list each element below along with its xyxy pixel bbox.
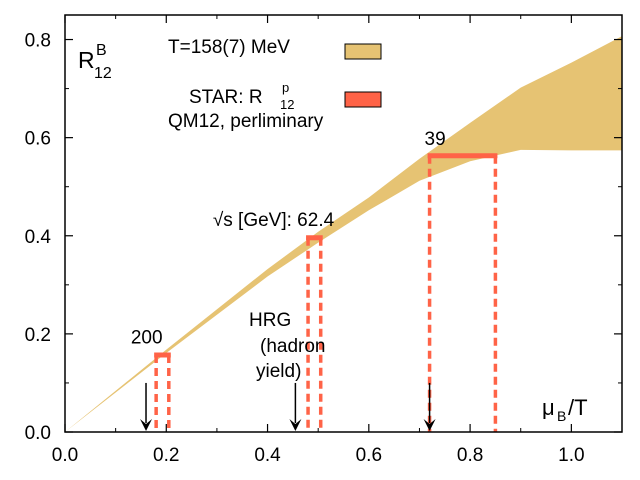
x-axis-label-tail: /T: [568, 395, 588, 420]
x-axis-ticks: 0.0 0.2 0.4 0.6 0.8 1.0: [52, 15, 623, 466]
x-axis-label-main: μ: [542, 395, 555, 420]
arrow-head: [423, 419, 436, 431]
star-label-39: 39: [425, 129, 446, 150]
legend-label-band: T=158(7) MeV: [168, 37, 290, 58]
star-label-62.4: √s [GeV]: 62.4: [213, 210, 335, 231]
x-tick-label: 1.0: [558, 445, 584, 466]
hrg-label-line1: HRG: [249, 310, 291, 331]
hrg-arrows: [140, 382, 436, 431]
y-tick-label: 0.0: [25, 423, 51, 444]
y-tick-label: 0.4: [25, 227, 52, 248]
legend-label-star-sub: 12: [280, 97, 294, 112]
x-axis-label-sub: B: [557, 408, 566, 424]
hrg-label-line2: (hadron: [260, 336, 326, 357]
x-tick-label: 0.8: [457, 445, 483, 466]
y-axis-ticks: 0.0 0.2 0.4 0.6 0.8: [25, 31, 622, 444]
y-axis-label-sub: 12: [94, 65, 112, 82]
x-tick-label: 0.2: [153, 445, 179, 466]
legend-swatch-star: [344, 91, 382, 108]
x-tick-label: 0.6: [356, 445, 382, 466]
y-axis-label-main: R: [78, 47, 95, 73]
hrg-label-line3: yield): [256, 361, 301, 382]
y-tick-label: 0.6: [25, 129, 51, 150]
arrow-head: [140, 419, 153, 431]
plot-frame: [64, 14, 623, 433]
y-axis-label-sup: B: [96, 42, 107, 59]
star-point-labels: 200 √s [GeV]: 62.4 39: [131, 129, 446, 349]
temperature-band: [65, 36, 622, 432]
x-axis-label: μ: [542, 395, 555, 420]
x-tick-label: 0.4: [254, 445, 281, 466]
legend-note: QM12, perliminary: [168, 111, 324, 132]
star-data-group: [154, 153, 498, 432]
legend-label-star-sup: p: [282, 80, 289, 95]
legend-label-star: STAR: R: [189, 87, 263, 108]
star-label-200: 200: [131, 328, 163, 349]
legend-swatch-band: [344, 43, 382, 60]
y-axis-label: R: [78, 47, 95, 73]
arrow-head: [289, 419, 302, 431]
y-tick-label: 0.2: [25, 325, 51, 346]
x-tick-label: 0.0: [52, 445, 78, 466]
y-tick-label: 0.8: [25, 31, 51, 52]
